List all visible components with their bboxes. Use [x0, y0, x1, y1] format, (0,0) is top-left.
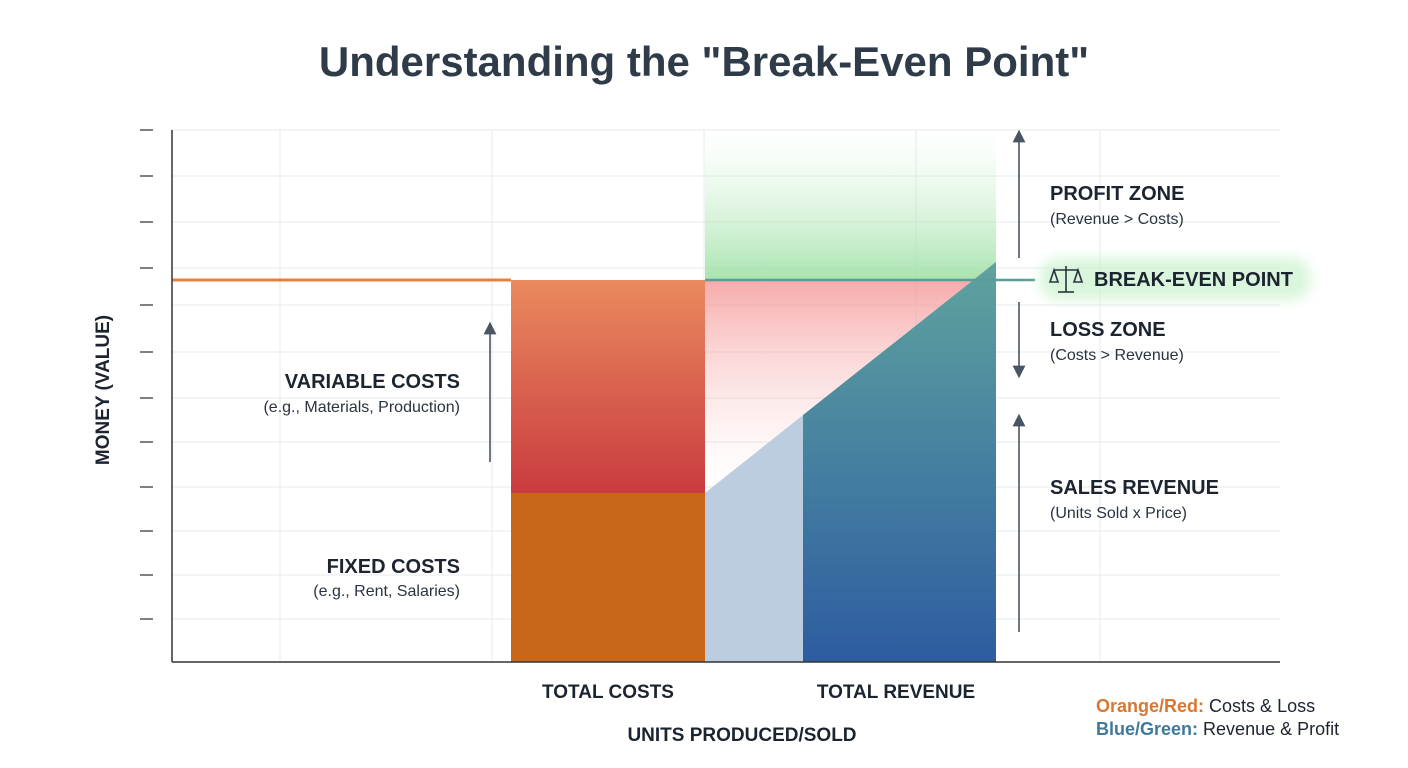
- profit-glow: [705, 130, 996, 280]
- revenue-light: [705, 415, 803, 662]
- legend-entry: Blue/Green: Revenue & Profit: [1096, 719, 1339, 739]
- break-even-glow: [1040, 258, 1310, 300]
- revenue-block: [803, 262, 996, 662]
- label: LOSS ZONE: [1050, 319, 1166, 341]
- y-axis-label: MONEY (VALUE): [93, 315, 114, 465]
- label: PROFIT ZONE: [1050, 183, 1184, 205]
- title: Understanding the "Break-Even Point": [319, 38, 1089, 85]
- label: FIXED COSTS: [327, 556, 460, 578]
- legend-text: Costs & Loss: [1209, 696, 1315, 716]
- variable-costs-block: [511, 280, 705, 494]
- fixed-costs-block: [511, 493, 705, 662]
- column-label: TOTAL COSTS: [542, 682, 674, 703]
- note: (e.g., Materials, Production): [263, 399, 460, 416]
- y-ticks: [140, 129, 153, 620]
- x-axis-label: UNITS PRODUCED/SOLD: [627, 725, 856, 746]
- label: VARIABLE COSTS: [285, 371, 460, 393]
- legend-entry: Orange/Red: Costs & Loss: [1096, 696, 1315, 716]
- column-label: TOTAL REVENUE: [817, 682, 975, 703]
- legend-key: Blue/Green:: [1096, 719, 1198, 739]
- note: (e.g., Rent, Salaries): [313, 583, 460, 600]
- loss-area: [705, 262, 996, 493]
- legend-key: Orange/Red:: [1096, 696, 1204, 716]
- note: (Units Sold x Price): [1050, 505, 1187, 522]
- label: BREAK-EVEN POINT: [1094, 269, 1293, 291]
- scale-icon: [1048, 266, 1084, 293]
- note: (Revenue > Costs): [1050, 211, 1184, 228]
- label: SALES REVENUE: [1050, 477, 1219, 499]
- note: (Costs > Revenue): [1050, 347, 1184, 364]
- legend-text: Revenue & Profit: [1203, 719, 1339, 739]
